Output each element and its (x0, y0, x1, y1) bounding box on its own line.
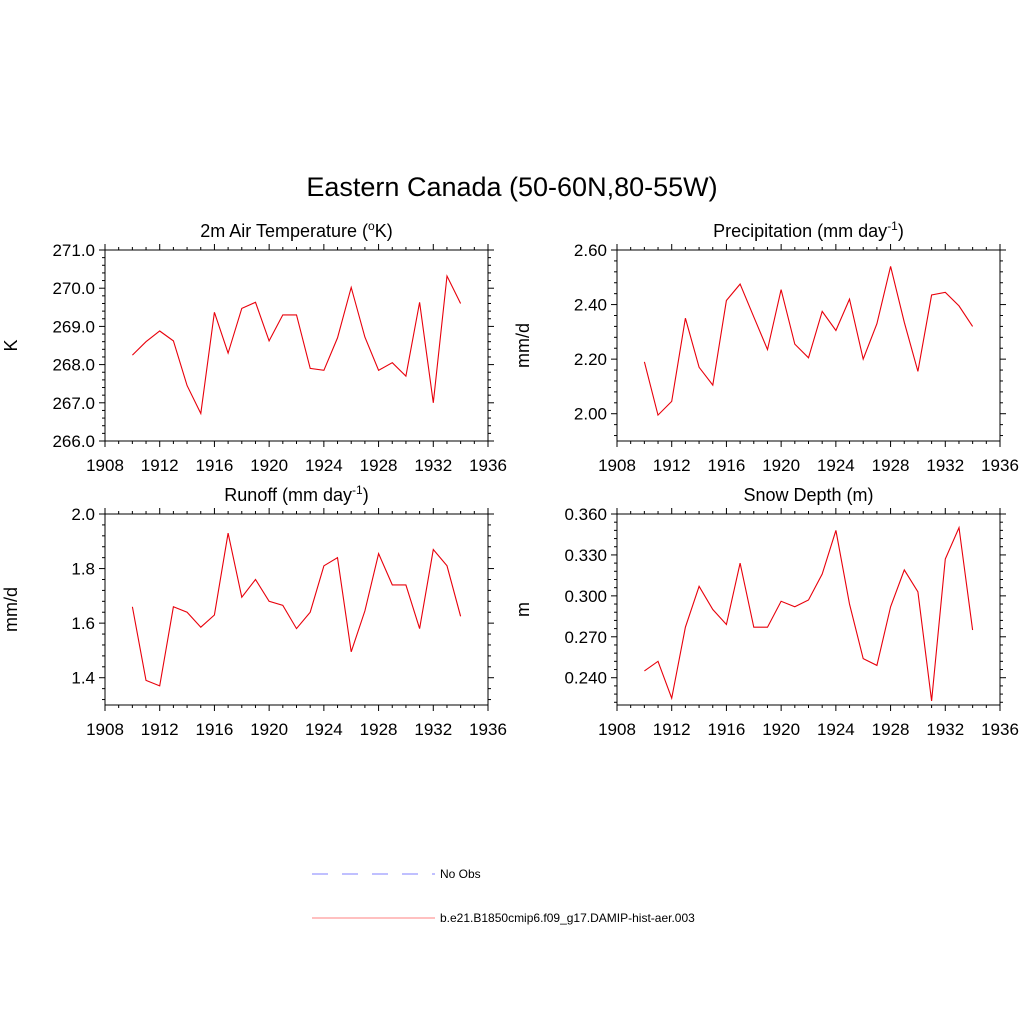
legend-label: b.e21.B1850cmip6.f09_g17.DAMIP-hist-aer.… (440, 911, 695, 925)
panel-title: Runoff (mm day-1) (224, 483, 368, 505)
x-tick-label: 1924 (305, 456, 343, 475)
x-tick-label: 1920 (762, 720, 800, 739)
series-line (644, 525, 974, 701)
x-tick-label: 1920 (250, 456, 288, 475)
panel-title: Precipitation (mm day-1) (713, 219, 904, 241)
x-tick-label: 1928 (360, 720, 398, 739)
y-tick-label: 271.0 (52, 241, 95, 260)
y-tick-label: 269.0 (52, 317, 95, 336)
y-tick-label: 2.0 (71, 505, 95, 524)
x-tick-label: 1912 (653, 456, 691, 475)
x-tick-label: 1928 (360, 456, 398, 475)
x-tick-label: 1912 (141, 720, 179, 739)
y-tick-label: 1.8 (71, 560, 95, 579)
plot-frame (104, 249, 489, 442)
y-tick-label: 2.00 (574, 405, 607, 424)
x-tick-label: 1932 (414, 720, 452, 739)
plot-frame (104, 513, 489, 706)
panel-title: Snow Depth (m) (743, 485, 873, 505)
x-tick-label: 1916 (708, 720, 746, 739)
x-tick-label: 1908 (86, 456, 124, 475)
y-tick-label: 1.6 (71, 614, 95, 633)
x-tick-label: 1932 (926, 456, 964, 475)
y-axis-label: K (1, 339, 21, 351)
y-tick-label: 1.4 (71, 669, 95, 688)
plot-frame (616, 513, 1001, 706)
x-tick-label: 1916 (196, 456, 234, 475)
figure-title: Eastern Canada (50-60N,80-55W) (306, 172, 717, 202)
x-tick-label: 1908 (598, 720, 636, 739)
x-tick-label: 1928 (872, 456, 910, 475)
panel-3: Runoff (mm day-1) 1908 1912 1916 1920 1924 192… (1, 483, 507, 739)
y-tick-label: 2.40 (574, 296, 607, 315)
x-tick-label: 1924 (817, 456, 855, 475)
y-tick-label: 2.60 (574, 241, 607, 260)
legend-label: No Obs (440, 867, 481, 881)
legend: No Obs b.e21.B1850cmip6.f09_g17.DAMIP-his… (312, 867, 695, 925)
legend-item: No Obs (312, 867, 481, 881)
y-tick-label: 0.360 (564, 505, 607, 524)
panel-4: Snow Depth (m) 1908 1912 1916 1920 1924 1928 19… (513, 485, 1019, 739)
y-tick-label: 0.270 (564, 628, 607, 647)
x-tick-label: 1924 (817, 720, 855, 739)
y-axis-label: mm/d (513, 323, 533, 368)
y-tick-label: 266.0 (52, 432, 95, 451)
series-line (132, 274, 462, 416)
y-axis-label: m (513, 602, 533, 617)
x-tick-label: 1936 (981, 720, 1019, 739)
x-tick-label: 1928 (872, 720, 910, 739)
x-tick-label: 1908 (86, 720, 124, 739)
panel-2: Precipitation (mm day-1) 1908 1912 1916 1920… (513, 219, 1019, 475)
series-line (643, 266, 974, 417)
panel-1: 2m Air Temperature (oK) 1908 1912 1916 1920 1… (1, 219, 507, 475)
y-tick-label: 270.0 (52, 279, 95, 298)
y-tick-label: 0.330 (564, 546, 607, 565)
x-tick-label: 1912 (141, 456, 179, 475)
x-tick-label: 1916 (708, 456, 746, 475)
y-tick-label: 0.240 (564, 669, 607, 688)
y-tick-label: 0.300 (564, 587, 607, 606)
x-tick-label: 1936 (981, 456, 1019, 475)
y-axis-label: mm/d (1, 587, 21, 632)
x-tick-label: 1924 (305, 720, 343, 739)
x-tick-label: 1936 (469, 720, 507, 739)
x-tick-label: 1920 (762, 456, 800, 475)
x-tick-label: 1920 (250, 720, 288, 739)
series-line (131, 532, 462, 687)
x-tick-label: 1932 (926, 720, 964, 739)
x-tick-label: 1908 (598, 456, 636, 475)
x-tick-label: 1936 (469, 456, 507, 475)
plot-frame (616, 249, 1001, 442)
panels: 2m Air Temperature (oK) 1908 1912 1916 1920 1… (1, 219, 1019, 739)
panel-title: 2m Air Temperature (oK) (200, 219, 392, 241)
y-tick-label: 267.0 (52, 394, 95, 413)
x-tick-label: 1912 (653, 720, 691, 739)
y-tick-label: 2.20 (574, 350, 607, 369)
legend-item: b.e21.B1850cmip6.f09_g17.DAMIP-hist-aer.… (312, 911, 695, 925)
x-tick-label: 1932 (414, 456, 452, 475)
x-tick-label: 1916 (196, 720, 234, 739)
y-tick-label: 268.0 (52, 356, 95, 375)
